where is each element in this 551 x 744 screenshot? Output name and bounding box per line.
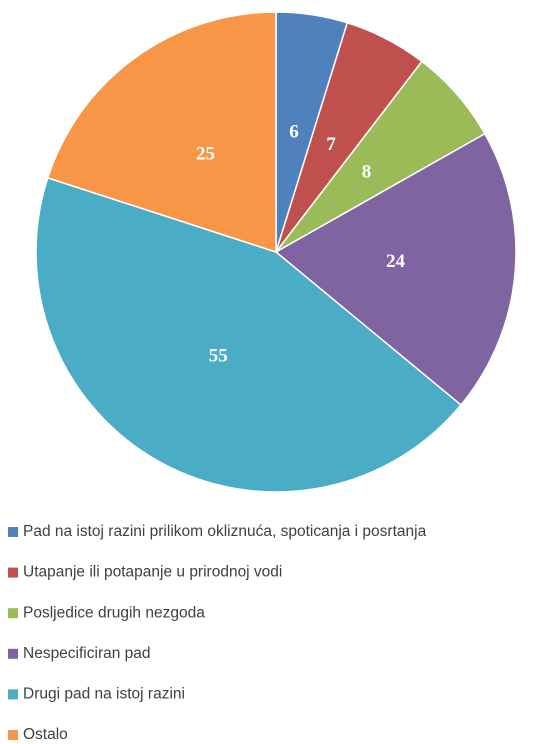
pie-slice xyxy=(35,176,462,493)
legend-label: Pad na istoj razini prilikom okliznuća, … xyxy=(23,523,427,540)
legend-swatch xyxy=(8,730,18,740)
legend-label: Drugi pad na istoj razini xyxy=(23,685,185,702)
data-label: 6 xyxy=(289,122,299,143)
legend-swatch xyxy=(8,567,18,578)
data-label: 24 xyxy=(386,251,406,272)
data-label: 25 xyxy=(196,143,215,164)
legend-swatch xyxy=(8,608,18,619)
pie-slice xyxy=(274,132,517,407)
legend-swatch xyxy=(8,527,18,537)
legend-label: Posljedice drugih nezgoda xyxy=(23,604,205,621)
legend-label: Utapanje ili potapanje u prirodnoj vodi xyxy=(23,564,282,581)
data-label: 8 xyxy=(362,162,372,183)
data-label: 55 xyxy=(209,346,228,367)
legend-label: Ostalo xyxy=(23,726,68,743)
data-label: 7 xyxy=(326,134,336,155)
pie-slice xyxy=(46,11,277,254)
legend-swatch xyxy=(8,648,18,659)
legend-swatch xyxy=(8,689,18,700)
legend-label: Nespecificiran pad xyxy=(23,645,151,662)
